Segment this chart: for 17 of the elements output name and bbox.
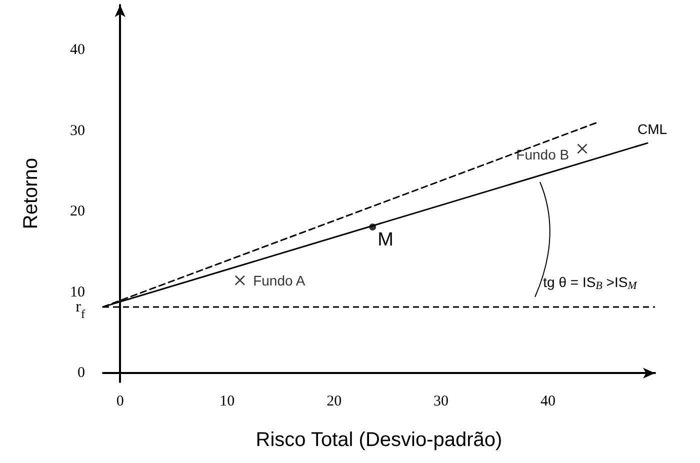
x-tick-label: 40 [540,394,556,410]
x-tick-label: 0 [116,394,124,410]
x-tick-label: 10 [220,394,235,410]
y-tick-label: 30 [70,122,85,139]
series-label: Fundo B [516,146,570,163]
series-label: Fundo A [253,272,306,288]
y-tick-label: 20 [70,204,85,220]
annotation: CML [638,121,668,138]
x-tick-label: 30 [434,394,449,410]
y-tick-label: 10 [70,284,85,300]
y-tick-label: 0 [78,365,85,382]
x-tick-label: 20 [326,394,342,410]
x-axis-title: Risco Total (Desvio-padrão) [256,429,502,451]
y-tick-label: 40 [70,42,85,58]
annotation: M [378,230,394,250]
y-tick-label: r$_{f}$ [76,298,85,321]
y-axis-title: Retorno [20,158,42,230]
